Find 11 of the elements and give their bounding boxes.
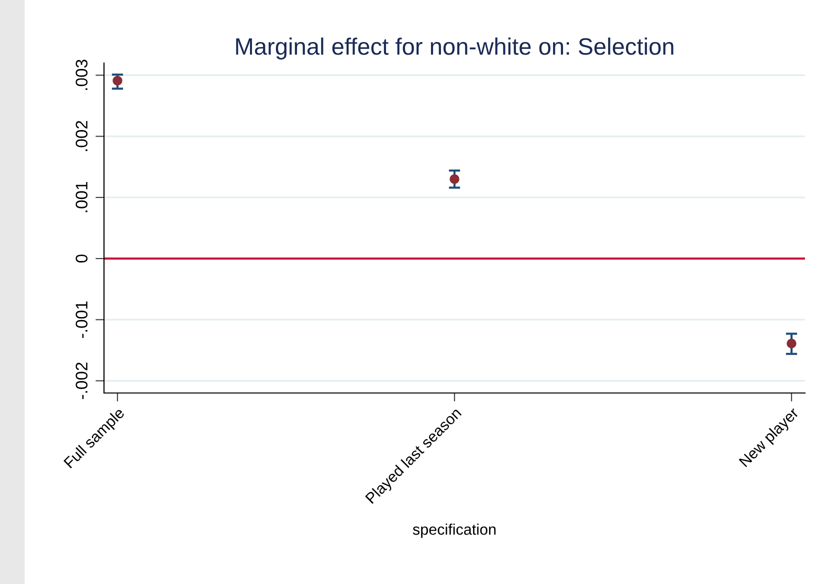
y-tick-label: -.001 <box>76 301 88 338</box>
y-tick-label: .001 <box>76 182 88 212</box>
y-tick-label: .002 <box>76 120 88 152</box>
y-tick-label: -.002 <box>76 362 88 400</box>
x-axis-title: specification <box>412 524 496 538</box>
y-tick-label: .003 <box>76 60 88 90</box>
point <box>112 76 122 86</box>
chart-title: Marginal effect for non-white on: Selection <box>236 38 674 60</box>
point <box>450 174 460 184</box>
y-tick-label: 0 <box>76 254 88 263</box>
point <box>786 338 796 348</box>
